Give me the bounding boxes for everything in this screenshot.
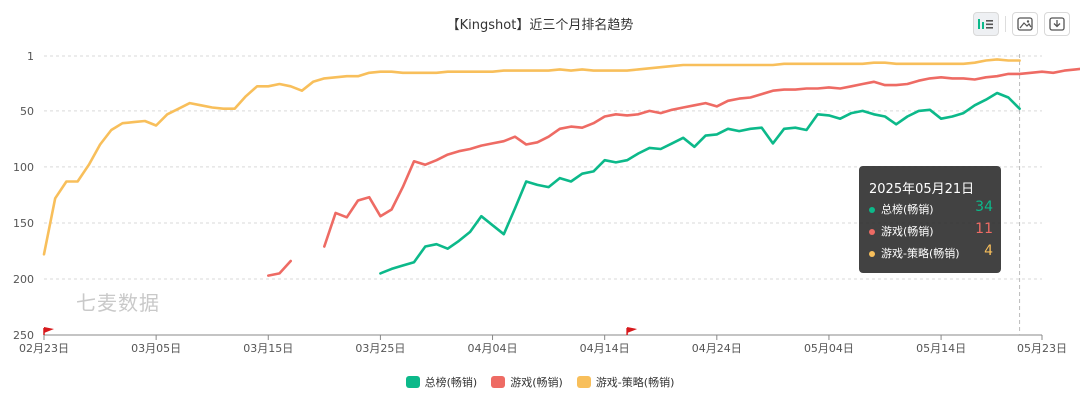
x-tick-label: 05月04日 xyxy=(804,342,854,355)
chart-title: 【Kingshot】近三个月排名趋势 xyxy=(446,18,634,33)
legend-item-strategy[interactable]: 游戏-策略(畅销) xyxy=(576,374,675,390)
watermark-text: 七麦数据 xyxy=(76,291,160,315)
save-image-button[interactable] xyxy=(1012,12,1038,36)
x-tick-label: 05月14日 xyxy=(916,342,966,355)
tooltip-label: 游戏(畅销) xyxy=(881,225,934,238)
x-tick-label: 02月23日 xyxy=(19,342,69,355)
tooltip-date: 2025年05月21日 xyxy=(869,182,975,197)
legend-label: 总榜(畅销) xyxy=(424,376,478,389)
legend-label: 游戏-策略(畅销) xyxy=(595,376,675,389)
y-tick-label: 250 xyxy=(13,329,34,342)
tooltip-row-overall: 总榜(畅销) 34 xyxy=(869,199,993,219)
tooltip-row-strategy: 游戏-策略(畅销) 4 xyxy=(869,243,993,263)
legend-label: 游戏(畅销) xyxy=(510,376,563,389)
chart-legend: 总榜(畅销) 游戏(畅销) 游戏-策略(畅销) xyxy=(0,374,1080,390)
y-tick-label: 50 xyxy=(20,105,34,118)
legend-item-overall[interactable]: 总榜(畅销) xyxy=(405,374,478,390)
hover-tooltip: 2025年05月21日 总榜(畅销) 34 游戏(畅销) 11 游戏-策略(畅销… xyxy=(859,166,1001,273)
series-line-games xyxy=(267,67,1080,277)
series-dot-icon xyxy=(869,229,875,235)
tooltip-label: 总榜(畅销) xyxy=(881,203,934,216)
legend-swatch xyxy=(405,376,420,388)
x-tick-label: 05月23日 xyxy=(1017,342,1067,355)
toolbar-divider xyxy=(1005,16,1006,32)
y-tick-label: 200 xyxy=(13,273,34,286)
tooltip-value: 4 xyxy=(984,243,993,259)
chart-toolbar xyxy=(973,12,1070,36)
x-tick-label: 04月04日 xyxy=(468,342,518,355)
x-tick-label: 03月05日 xyxy=(131,342,181,355)
legend-swatch xyxy=(576,376,591,388)
event-flag-icon xyxy=(627,327,638,333)
x-tick-label: 04月14日 xyxy=(580,342,630,355)
y-tick-label: 150 xyxy=(13,217,34,230)
x-tick-label: 03月15日 xyxy=(243,342,293,355)
tooltip-value: 11 xyxy=(975,221,993,237)
x-tick-label: 03月25日 xyxy=(355,342,405,355)
download-icon xyxy=(1049,17,1065,31)
series-dot-icon xyxy=(869,207,875,213)
tooltip-label: 游戏-策略(畅销) xyxy=(881,247,960,260)
image-icon xyxy=(1017,17,1033,31)
series-line-overall xyxy=(379,91,1021,275)
y-tick-label: 100 xyxy=(13,161,34,174)
x-tick-label: 04月24日 xyxy=(692,342,742,355)
series-dot-icon xyxy=(869,251,875,257)
bar-chart-toggle-button[interactable] xyxy=(973,12,999,36)
bar-chart-icon xyxy=(978,19,993,29)
legend-swatch xyxy=(491,376,506,388)
series-line-strategy xyxy=(42,58,1021,256)
y-tick-label: 1 xyxy=(27,50,34,63)
event-flag-icon xyxy=(44,327,54,333)
download-button[interactable] xyxy=(1044,12,1070,36)
tooltip-value: 34 xyxy=(975,199,993,215)
legend-item-games[interactable]: 游戏(畅销) xyxy=(491,374,563,390)
tooltip-row-games: 游戏(畅销) 11 xyxy=(869,221,993,241)
